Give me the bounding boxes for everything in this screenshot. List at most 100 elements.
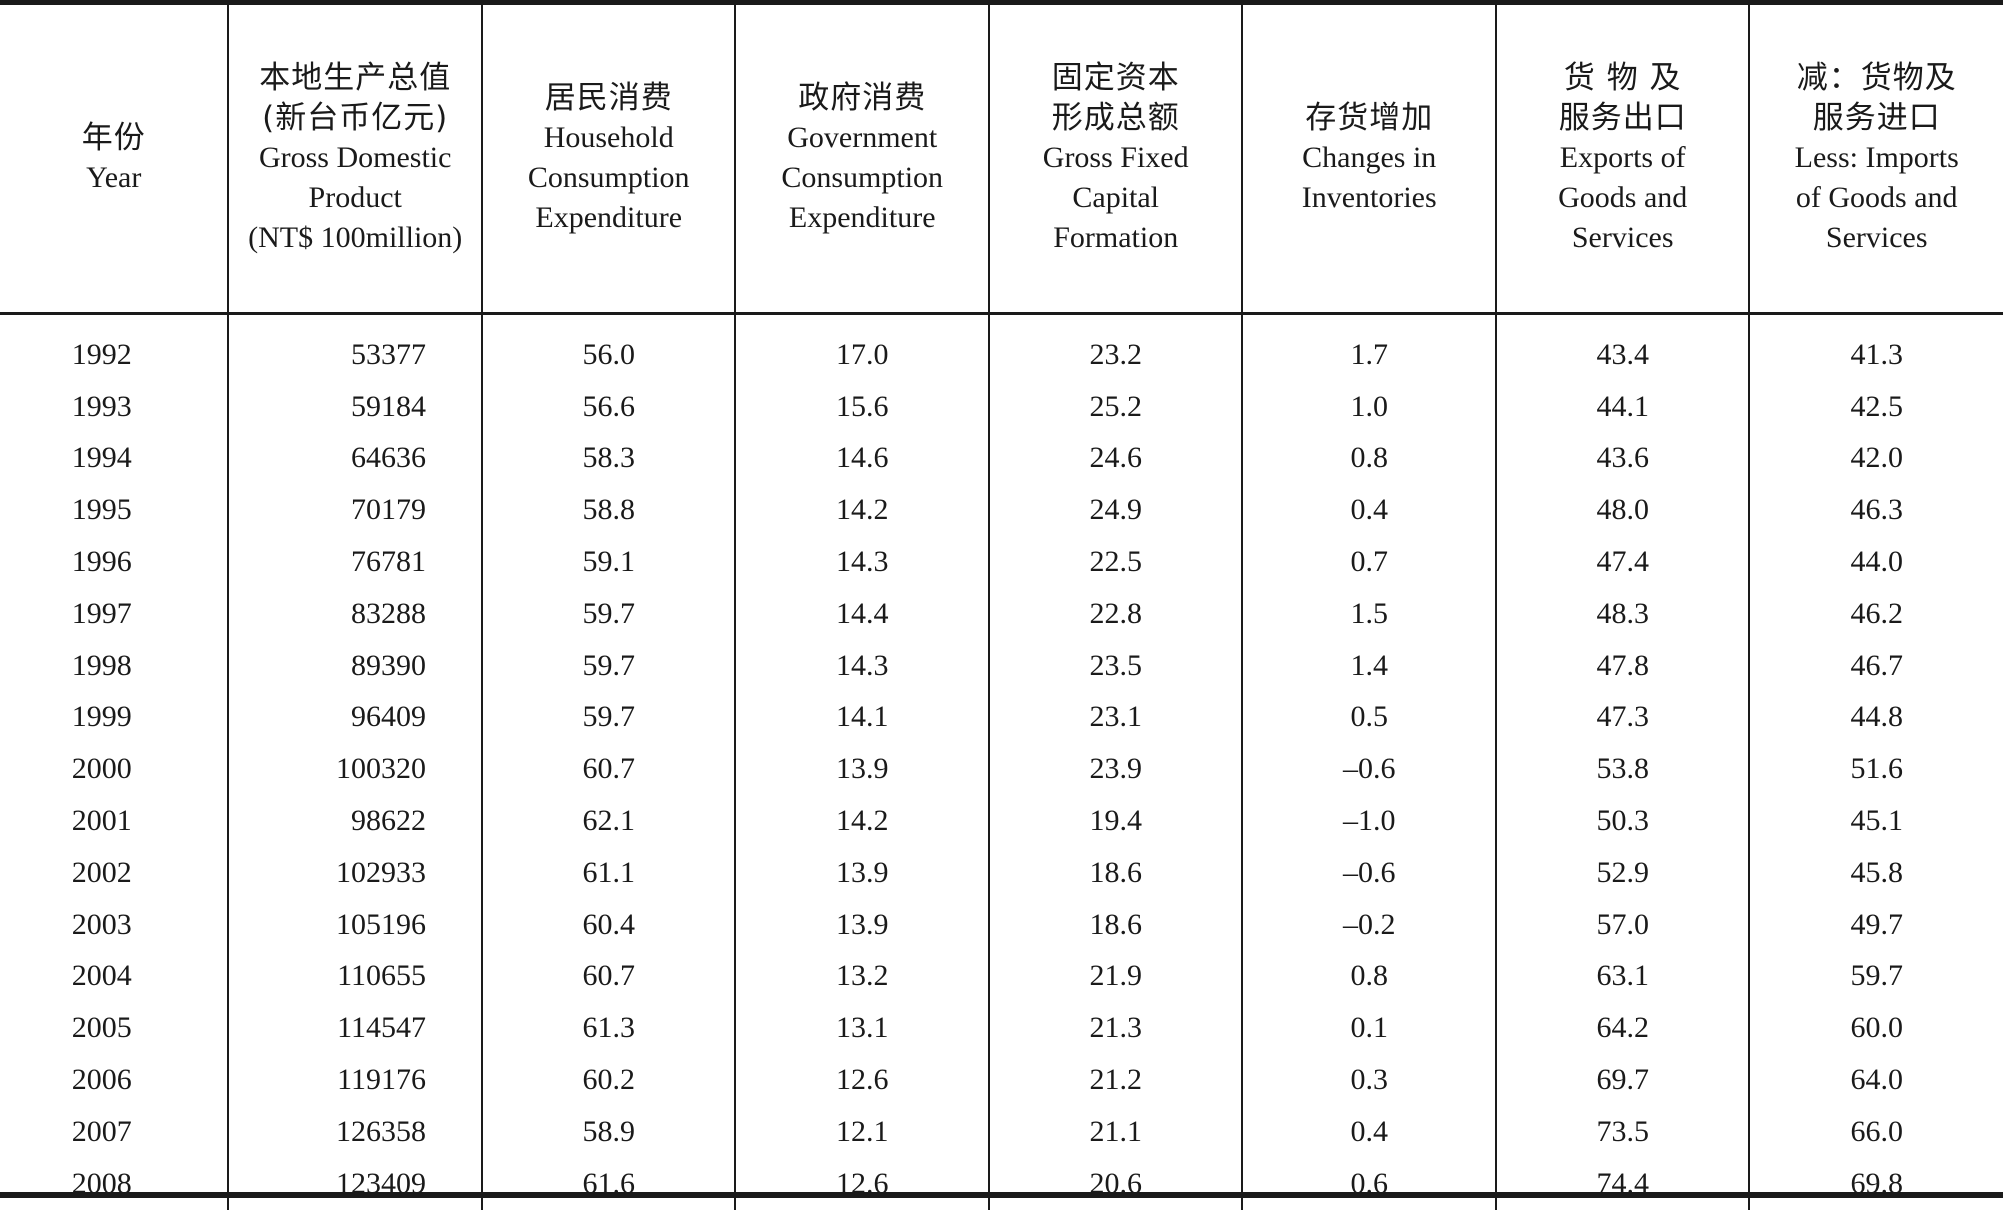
inventories-cell: –0.2 <box>1242 898 1497 951</box>
household-consumption-cell: 60.2 <box>481 1054 737 1106</box>
gdp-cell: 96409 <box>228 691 483 744</box>
gdp-cell: 126358 <box>228 1105 483 1158</box>
header-english-label: Gross Domestic <box>258 141 452 174</box>
household-consumption-cell: 59.1 <box>481 536 737 588</box>
exports-cell: 44.1 <box>1495 380 1751 433</box>
header-english-label: Inventories <box>1301 181 1437 214</box>
exports-cell: 48.0 <box>1495 484 1751 537</box>
header-chinese-label: 政府消费 <box>798 80 927 116</box>
imports-cell: 59.7 <box>1850 959 1903 993</box>
table-row: 1993 59184 56.6 15.6 25.2 1.0 44.1 42.5 <box>0 380 2003 433</box>
imports-cell: 46.3 <box>1850 493 1903 527</box>
government-consumption-cell: 14.2 <box>735 795 990 847</box>
government-consumption-cell: 13.1 <box>735 1002 990 1055</box>
household-consumption-cell: 60.4 <box>481 898 737 951</box>
fixed-capital-cell: 21.3 <box>988 1002 1244 1055</box>
year-cell: 2006 <box>0 1054 230 1106</box>
header-chinese-label: 服务进口 <box>1812 100 1941 136</box>
exports-cell: 73.5 <box>1495 1105 1751 1158</box>
household-consumption-cell: 59.7 <box>481 587 737 640</box>
header-english-label: Services <box>1825 221 1928 254</box>
year-cell: 2003 <box>0 898 230 951</box>
household-consumption-cell: 61.6 <box>481 1157 737 1210</box>
table-header: 年份 Year 本地生产总值 (新台币亿元) Gross Domestic Product… <box>0 4 2003 315</box>
year-header: 年份 Year <box>0 4 230 315</box>
header-chinese-label: 年份 <box>81 120 146 156</box>
inventories-cell: 0.8 <box>1242 432 1497 485</box>
table-row: 2003 105196 60.4 13.9 18.6 –0.2 57.0 49.7 <box>0 898 2003 951</box>
year-cell: 1996 <box>0 536 230 588</box>
table-row: 1995 70179 58.8 14.2 24.9 0.4 48.0 46.3 <box>0 484 2003 537</box>
government-consumption-cell: 12.6 <box>735 1054 990 1106</box>
government-consumption-cell: 14.1 <box>735 691 990 744</box>
household-consumption-cell: 60.7 <box>481 743 737 796</box>
gdp-cell: 83288 <box>228 587 483 640</box>
imports-cell: 49.7 <box>1850 907 1903 941</box>
government-consumption-cell: 12.6 <box>735 1157 990 1210</box>
inventories-cell: –0.6 <box>1242 743 1497 796</box>
year-cell: 1997 <box>0 587 230 640</box>
gdp-cell: 114547 <box>228 1002 483 1055</box>
header-chinese-label: 居民消费 <box>544 80 673 116</box>
gdp-cell: 89390 <box>228 639 483 692</box>
fixed-capital-cell: 21.1 <box>988 1105 1244 1158</box>
header-english-label: Capital <box>1072 181 1160 214</box>
table-row: 2001 98622 62.1 14.2 19.4 –1.0 50.3 45.1 <box>0 795 2003 847</box>
imports-cell: 64.0 <box>1850 1063 1903 1097</box>
bottom-rule <box>0 1192 2003 1198</box>
government-consumption-cell: 17.0 <box>735 313 990 381</box>
government-consumption-cell: 13.9 <box>735 846 990 899</box>
imports-cell: 45.8 <box>1850 855 1903 889</box>
fixed-capital-cell: 22.8 <box>988 587 1244 640</box>
table-row: 1997 83288 59.7 14.4 22.8 1.5 48.3 46.2 <box>0 587 2003 640</box>
year-cell: 1995 <box>0 484 230 537</box>
imports-cell: 60.0 <box>1850 1011 1903 1045</box>
exports-cell: 47.8 <box>1495 639 1751 692</box>
inventories-cell: 0.5 <box>1242 691 1497 744</box>
table-row: 2005 114547 61.3 13.1 21.3 0.1 64.2 60.0 <box>0 1002 2003 1055</box>
year-cell: 1993 <box>0 380 230 433</box>
header-english-label: Goods and <box>1558 181 1688 214</box>
table-row: 2007 126358 58.9 12.1 21.1 0.4 73.5 66.0 <box>0 1105 2003 1158</box>
exports-cell: 43.6 <box>1495 432 1751 485</box>
inventories-cell: 0.4 <box>1242 484 1497 537</box>
top-rule <box>0 0 2003 5</box>
header-english-label: Year <box>86 161 142 194</box>
gdp-cell: 119176 <box>228 1054 483 1106</box>
household-consumption-cell: 56.0 <box>481 313 737 381</box>
year-cell: 2000 <box>0 743 230 796</box>
fixed-capital-cell: 25.2 <box>988 380 1244 433</box>
government-consumption-cell: 13.9 <box>735 743 990 796</box>
gdp-cell: 102933 <box>228 846 483 899</box>
header-chinese-label: 存货增加 <box>1305 100 1434 136</box>
header-chinese-label: (新台币亿元) <box>262 100 449 136</box>
government-consumption-cell: 12.1 <box>735 1105 990 1158</box>
imports-cell: 42.0 <box>1850 441 1903 475</box>
table-row: 2000 100320 60.7 13.9 23.9 –0.6 53.8 51.6 <box>0 743 2003 796</box>
gdp-cell: 105196 <box>228 898 483 951</box>
header-row: 年份 Year 本地生产总值 (新台币亿元) Gross Domestic Product… <box>0 4 2003 315</box>
government-consumption-cell: 13.2 <box>735 950 990 1003</box>
gdp-header: 本地生产总值 (新台币亿元) Gross Domestic Product (NT$ 1… <box>228 4 483 315</box>
inventories-cell: 0.7 <box>1242 536 1497 588</box>
year-cell: 2002 <box>0 846 230 899</box>
header-chinese-label: 固定资本 <box>1051 60 1180 96</box>
fixed-capital-cell: 23.5 <box>988 639 1244 692</box>
government-consumption-header: 政府消费 Government Consumption Expenditure <box>735 4 990 315</box>
header-english-label: Changes in <box>1302 141 1437 174</box>
header-chinese-label: 货 物 及 <box>1563 60 1682 96</box>
exports-cell: 53.8 <box>1495 743 1751 796</box>
fixed-capital-cell: 21.2 <box>988 1054 1244 1106</box>
inventories-header: 存货增加 Changes in Inventories <box>1242 4 1497 315</box>
government-consumption-cell: 14.4 <box>735 587 990 640</box>
household-consumption-header: 居民消费 Household Consumption Expenditure <box>481 4 737 315</box>
imports-cell: 51.6 <box>1850 752 1903 786</box>
government-consumption-cell: 14.6 <box>735 432 990 485</box>
fixed-capital-cell: 18.6 <box>988 898 1244 951</box>
exports-cell: 47.4 <box>1495 536 1751 588</box>
gdp-cell: 123409 <box>228 1157 483 1210</box>
gdp-cell: 76781 <box>228 536 483 588</box>
table-row: 2008 123409 61.6 12.6 20.6 0.6 74.4 69.8 <box>0 1157 2003 1210</box>
header-english-label: Household <box>543 121 674 154</box>
government-consumption-cell: 15.6 <box>735 380 990 433</box>
